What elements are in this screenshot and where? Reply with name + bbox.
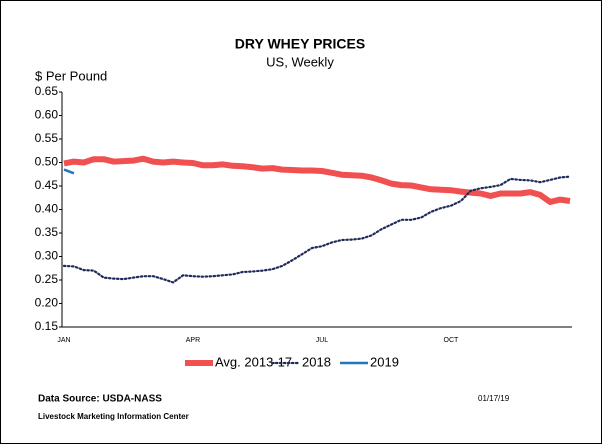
line-series [63,155,571,205]
x-tick-label: JUL [316,337,329,344]
chart-subtitle: US, Weekly [266,54,334,69]
y-tick-label: 0.50 [35,155,59,169]
y-tick-label: 0.15 [35,319,59,333]
y-tick-label: 0.35 [35,225,59,239]
chart-title: DRY WHEY PRICES [235,36,365,52]
y-tick-label: 0.30 [35,249,59,263]
source: Data Source: USDA-NASS [38,394,162,405]
y-tick-label: 0.20 [35,296,59,310]
y-tick-label: 0.60 [35,108,59,122]
x-tick-label: JAN [57,337,70,344]
line-series [63,168,75,175]
x-tick-label: APR [186,337,200,344]
y-tick-label: 0.65 [35,84,59,98]
y-tick-label: 0.55 [35,131,59,145]
legend-label: Avg. 2013-17 [215,354,292,369]
credit: Livestock Marketing Information Center [38,412,189,421]
line-series [62,175,572,284]
x-tick-label: OCT [444,337,460,344]
y-tick-label: 0.25 [35,272,59,286]
y-axis-label: $ Per Pound [35,68,107,83]
legend-label: 2019 [370,354,399,369]
date: 01/17/19 [478,394,510,403]
y-tick-label: 0.40 [35,202,59,216]
legend-label: 2018 [302,354,331,369]
y-tick-label: 0.45 [35,178,59,192]
